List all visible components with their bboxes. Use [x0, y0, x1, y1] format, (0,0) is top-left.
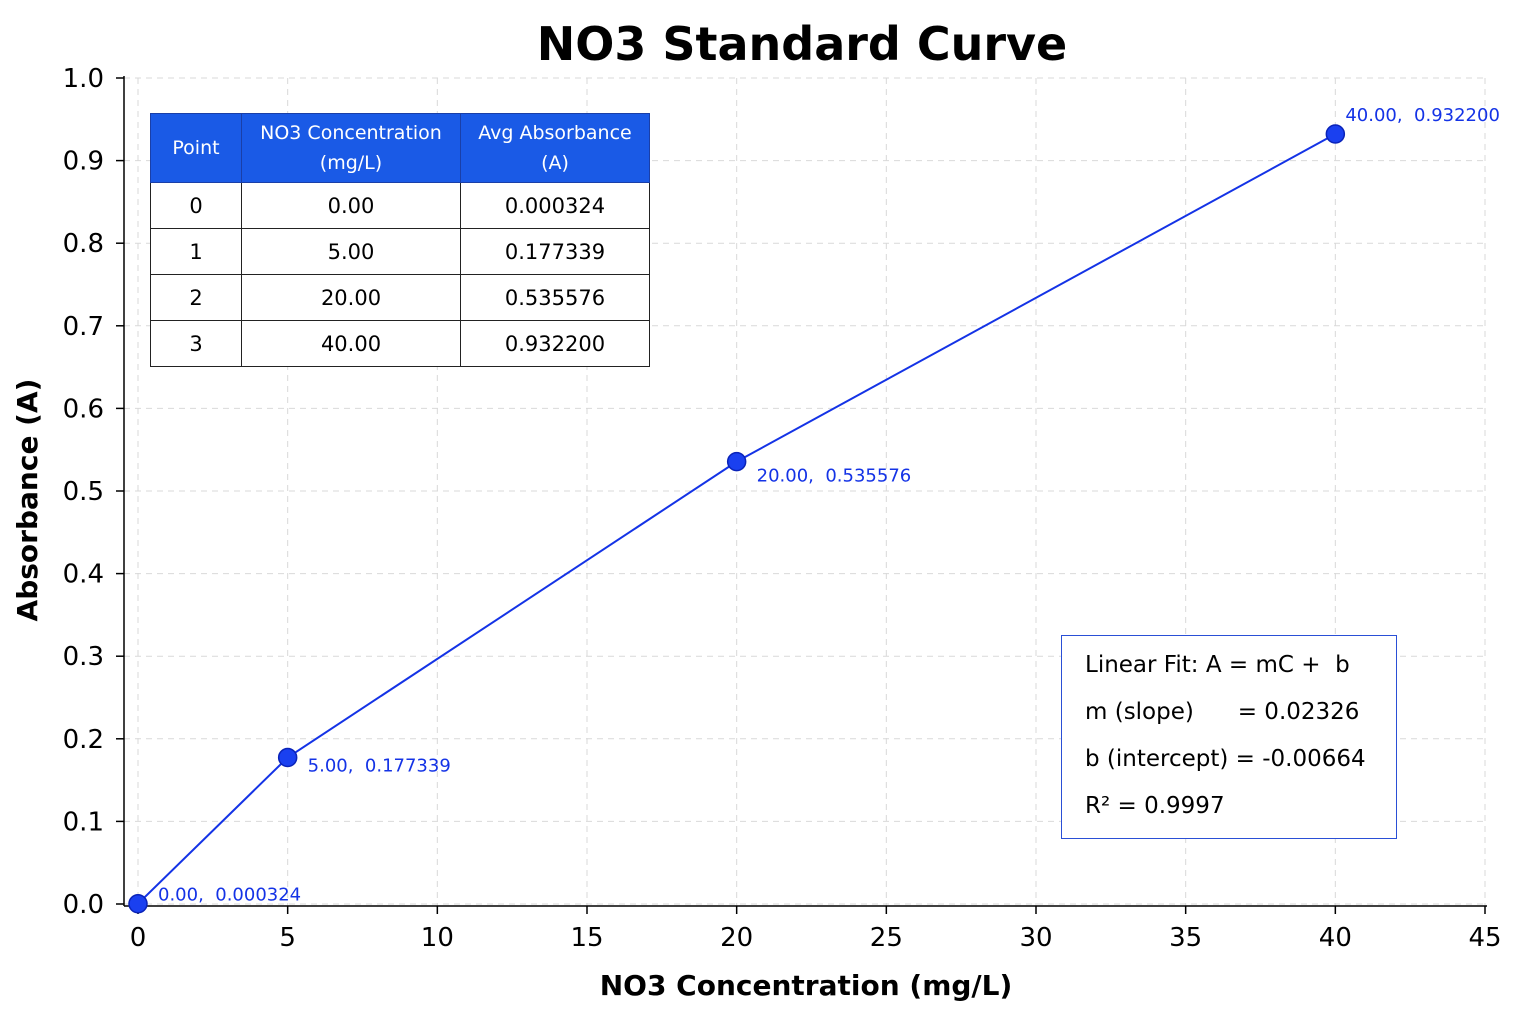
- data-label: 40.00, 0.932200: [1345, 105, 1500, 126]
- y-tick-label: 1.0: [63, 64, 104, 94]
- table-header-absorbance: Avg Absorbance (A): [460, 113, 650, 183]
- table-cell: 40.00: [241, 320, 461, 367]
- fit-r-squared: R² = 0.9997: [1085, 793, 1225, 819]
- linear-fit-box: Linear Fit: A = mC + b m (slope) = 0.023…: [1061, 635, 1397, 839]
- table-cell: 0.177339: [460, 228, 650, 275]
- x-tick-label: 0: [130, 923, 147, 953]
- table-cell: 0.000324: [460, 182, 650, 229]
- x-tick-label: 25: [870, 923, 903, 953]
- table-cell: 0.932200: [460, 320, 650, 367]
- series: 0.00, 0.000324 5.00, 0.177339 20.00, 0.535…: [128, 105, 1500, 914]
- y-axis-title: Absorbance (A): [11, 379, 44, 622]
- y-tick-label: 0.4: [63, 560, 104, 590]
- y-tick-label: 0.2: [63, 725, 104, 755]
- table-cell: 5.00: [241, 228, 461, 275]
- y-tick-label: 0.3: [63, 642, 104, 672]
- data-label: 5.00, 0.177339: [308, 756, 451, 777]
- chart-title: NO3 Standard Curve: [537, 17, 1068, 71]
- x-tick-label: 5: [279, 923, 296, 953]
- x-tick-label: 45: [1468, 923, 1501, 953]
- table-cell: 20.00: [241, 274, 461, 321]
- x-axis-title: NO3 Concentration (mg/L): [600, 969, 1013, 1002]
- table-header-row: Point NO3 Concentration (mg/L) Avg Absor…: [150, 113, 650, 183]
- y-tick-label: 0.5: [63, 477, 104, 507]
- data-table: Point NO3 Concentration (mg/L) Avg Absor…: [150, 113, 650, 367]
- y-tick-label: 0.8: [63, 229, 104, 259]
- y-tick-label: 0.6: [63, 394, 104, 424]
- table-row: 1 5.00 0.177339: [150, 228, 650, 275]
- fit-intercept: b (intercept) = -0.00664: [1085, 746, 1366, 772]
- x-tick-label: 30: [1019, 923, 1052, 953]
- x-tick-label: 15: [570, 923, 603, 953]
- table-row: 0 0.00 0.000324: [150, 182, 650, 229]
- table-cell: 0.535576: [460, 274, 650, 321]
- y-tick-label: 0.7: [63, 312, 104, 342]
- fit-equation: Linear Fit: A = mC + b: [1085, 652, 1350, 678]
- table-cell: 0.00: [241, 182, 461, 229]
- table-row: 3 40.00 0.932200: [150, 320, 650, 367]
- x-tick-label: 20: [720, 923, 753, 953]
- data-point: [726, 451, 747, 472]
- data-point: [128, 893, 148, 914]
- data-label: 20.00, 0.535576: [757, 466, 912, 487]
- x-tick-label: 35: [1169, 923, 1202, 953]
- table-header-point: Point: [150, 113, 242, 183]
- series-line: [137, 133, 1336, 905]
- y-tick-label: 0.0: [63, 890, 104, 920]
- table-cell: 0: [150, 182, 242, 229]
- y-tick-label: 0.9: [63, 147, 104, 177]
- data-point: [1325, 124, 1346, 144]
- table-cell: 3: [150, 320, 242, 367]
- data-point: [277, 747, 298, 768]
- data-label: 0.00, 0.000324: [158, 885, 301, 906]
- table-row: 2 20.00 0.535576: [150, 274, 650, 321]
- x-tick-label: 10: [421, 923, 454, 953]
- ticks: 0 5 10 15 20 25 30 35 40 450.00.10.20.30.40.50.60…: [63, 64, 1502, 953]
- y-tick-label: 0.1: [63, 807, 104, 837]
- table-cell: 2: [150, 274, 242, 321]
- table-cell: 1: [150, 228, 242, 275]
- x-tick-label: 40: [1319, 923, 1352, 953]
- table-header-concentration: NO3 Concentration (mg/L): [241, 113, 461, 183]
- fit-slope: m (slope) = 0.02326: [1085, 699, 1360, 725]
